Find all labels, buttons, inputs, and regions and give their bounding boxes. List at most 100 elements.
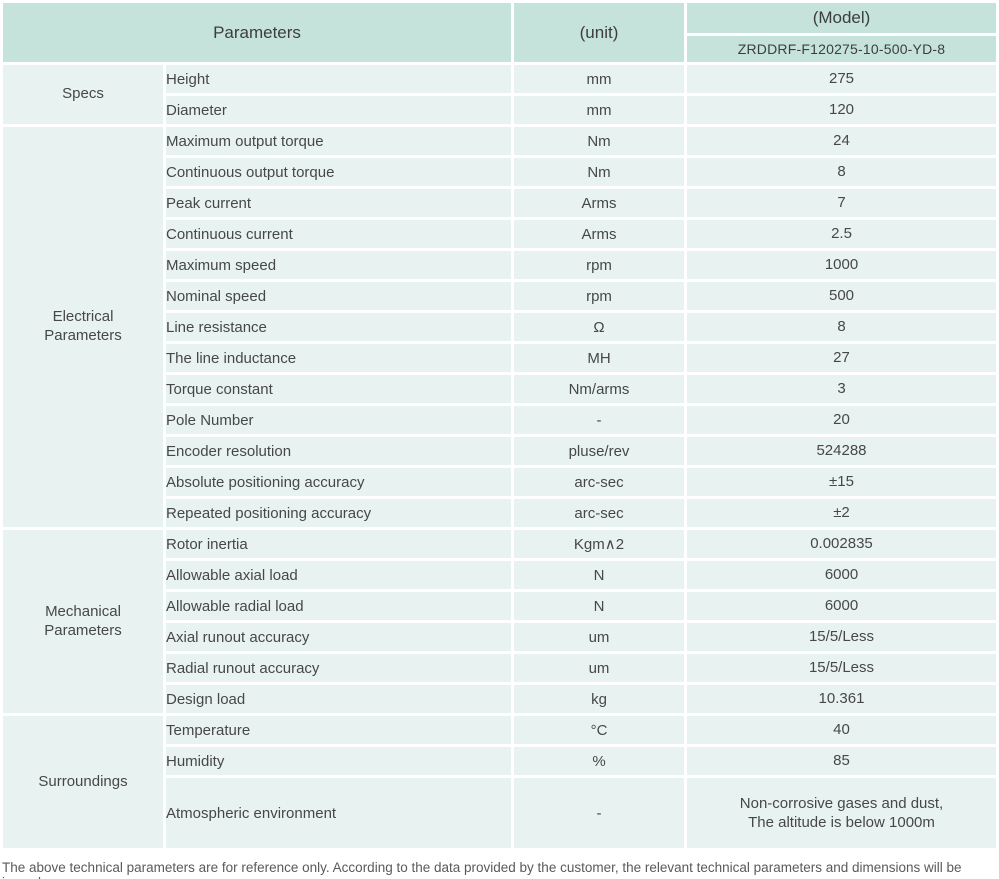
parameter-cell: Axial runout accuracy bbox=[163, 620, 514, 654]
table-row: Design load kg 10.361 bbox=[2, 682, 999, 716]
value-cell: 15/5/Less bbox=[684, 620, 999, 654]
unit-cell: Nm/arms bbox=[511, 372, 687, 406]
unit-cell: Nm bbox=[511, 124, 687, 158]
table-row: Atmospheric environment - Non-corrosive ga… bbox=[2, 775, 999, 851]
table-row: Continuous output torque Nm 8 bbox=[2, 155, 999, 189]
footer-note: The above technical parameters are for r… bbox=[2, 860, 962, 879]
unit-cell: Arms bbox=[511, 217, 687, 251]
parameter-cell: Height bbox=[163, 62, 514, 96]
header-model: (Model) bbox=[684, 0, 999, 36]
unit-cell: % bbox=[511, 744, 687, 778]
unit-cell: Kgm∧2 bbox=[511, 527, 687, 561]
parameter-cell: Encoder resolution bbox=[163, 434, 514, 468]
parameter-cell: Maximum speed bbox=[163, 248, 514, 282]
value-cell: 524288 bbox=[684, 434, 999, 468]
table-row: Repeated positioning accuracy arc-sec ±2 bbox=[2, 496, 999, 530]
section-cell: Electrical Parameters bbox=[0, 124, 166, 530]
value-cell: 7 bbox=[684, 186, 999, 220]
unit-cell: kg bbox=[511, 682, 687, 716]
table-row: Specs Height mm 275 bbox=[0, 62, 999, 127]
value-cell: 120 bbox=[684, 93, 999, 127]
parameter-cell: Nominal speed bbox=[163, 279, 514, 313]
parameter-cell: Humidity bbox=[163, 744, 514, 778]
value-cell: 3 bbox=[684, 372, 999, 406]
value-cell: 24 bbox=[684, 124, 999, 158]
unit-cell: pluse/rev bbox=[511, 434, 687, 468]
unit-cell: mm bbox=[511, 62, 687, 96]
header-unit: (unit) bbox=[511, 0, 687, 65]
unit-cell: °C bbox=[511, 713, 687, 747]
parameters-table: Parameters (unit) (Model) ZRDDRF-F120275… bbox=[0, 0, 999, 851]
unit-cell: um bbox=[511, 620, 687, 654]
unit-cell: MH bbox=[511, 341, 687, 375]
section-label: Mechanical Parameters bbox=[44, 602, 122, 639]
parameter-cell: Continuous current bbox=[163, 217, 514, 251]
parameter-cell: Pole Number bbox=[163, 403, 514, 437]
value-cell: 27 bbox=[684, 341, 999, 375]
section-cell: Mechanical Parameters bbox=[0, 527, 166, 716]
table-row: Maximum speed rpm 1000 bbox=[2, 248, 999, 282]
table-row: Absolute positioning accuracy arc-sec ±15 bbox=[2, 465, 999, 499]
parameter-cell: Absolute positioning accuracy bbox=[163, 465, 514, 499]
unit-cell: N bbox=[511, 558, 687, 592]
parameter-cell: Continuous output torque bbox=[163, 155, 514, 189]
parameter-cell: Allowable radial load bbox=[163, 589, 514, 623]
value-cell: 1000 bbox=[684, 248, 999, 282]
parameter-cell: The line inductance bbox=[163, 341, 514, 375]
table-row: Pole Number -20 bbox=[2, 403, 999, 437]
table-header: Parameters (unit) (Model) ZRDDRF-F120275… bbox=[0, 0, 999, 65]
table-row: Nominal speed rpm 500 bbox=[2, 279, 999, 313]
unit-cell: Nm bbox=[511, 155, 687, 189]
unit-cell: - bbox=[511, 403, 687, 437]
section-label: Electrical Parameters bbox=[44, 308, 122, 344]
parameter-cell: Temperature bbox=[163, 713, 514, 747]
value-cell: 10.361 bbox=[684, 682, 999, 716]
unit-cell: rpm bbox=[511, 279, 687, 313]
table-row: Surroundings Temperature °C 40 bbox=[0, 713, 999, 851]
section-label: Specs bbox=[62, 85, 104, 103]
table-row: Peak current Arms 7 bbox=[2, 186, 999, 220]
value-cell: Non-corrosive gases and dust, The altitu… bbox=[684, 775, 999, 851]
unit-cell: rpm bbox=[511, 248, 687, 282]
value-cell: ±2 bbox=[684, 496, 999, 530]
table-row: Allowable axial load N 6000 bbox=[2, 558, 999, 592]
value-cell: 85 bbox=[684, 744, 999, 778]
table-row: The line inductance MH 27 bbox=[2, 341, 999, 375]
value-cell: 0.002835 bbox=[684, 527, 999, 561]
table-row: Allowable radial load N 6000 bbox=[2, 589, 999, 623]
section-cell: Specs bbox=[0, 62, 166, 127]
parameter-cell: Torque constant bbox=[163, 372, 514, 406]
header-parameters: Parameters bbox=[0, 0, 514, 65]
value-cell: 6000 bbox=[684, 558, 999, 592]
parameter-cell: Atmospheric environment bbox=[163, 775, 514, 851]
unit-cell: N bbox=[511, 589, 687, 623]
table-row: Diameter mm 120 bbox=[2, 93, 999, 127]
value-cell: 8 bbox=[684, 310, 999, 344]
unit-cell: arc-sec bbox=[511, 465, 687, 499]
parameter-cell: Peak current bbox=[163, 186, 514, 220]
value-cell: 275 bbox=[684, 62, 999, 96]
unit-cell: um bbox=[511, 651, 687, 685]
parameter-cell: Repeated positioning accuracy bbox=[163, 496, 514, 530]
parameter-cell: Rotor inertia bbox=[163, 527, 514, 561]
parameter-cell: Line resistance bbox=[163, 310, 514, 344]
value-cell: 8 bbox=[684, 155, 999, 189]
section-cell: Surroundings bbox=[0, 713, 166, 851]
unit-cell: Arms bbox=[511, 186, 687, 220]
table-row: Torque constant Nm/arms 3 bbox=[2, 372, 999, 406]
unit-cell: mm bbox=[511, 93, 687, 127]
value-cell: 20 bbox=[684, 403, 999, 437]
table-body: Specs Height mm 275 Diameter mm 120 Electrical … bbox=[0, 62, 999, 851]
value-cell: 500 bbox=[684, 279, 999, 313]
parameter-cell: Diameter bbox=[163, 93, 514, 127]
header-model-value: ZRDDRF-F120275-10-500-YD-8 bbox=[684, 33, 999, 65]
table-row: Line resistance Ω 8 bbox=[2, 310, 999, 344]
unit-cell: - bbox=[511, 775, 687, 851]
value-cell: 2.5 bbox=[684, 217, 999, 251]
value-cell: 6000 bbox=[684, 589, 999, 623]
parameter-cell: Design load bbox=[163, 682, 514, 716]
value-cell: 15/5/Less bbox=[684, 651, 999, 685]
value-cell: 40 bbox=[684, 713, 999, 747]
header-row-1: Parameters (unit) (Model) bbox=[0, 0, 999, 65]
